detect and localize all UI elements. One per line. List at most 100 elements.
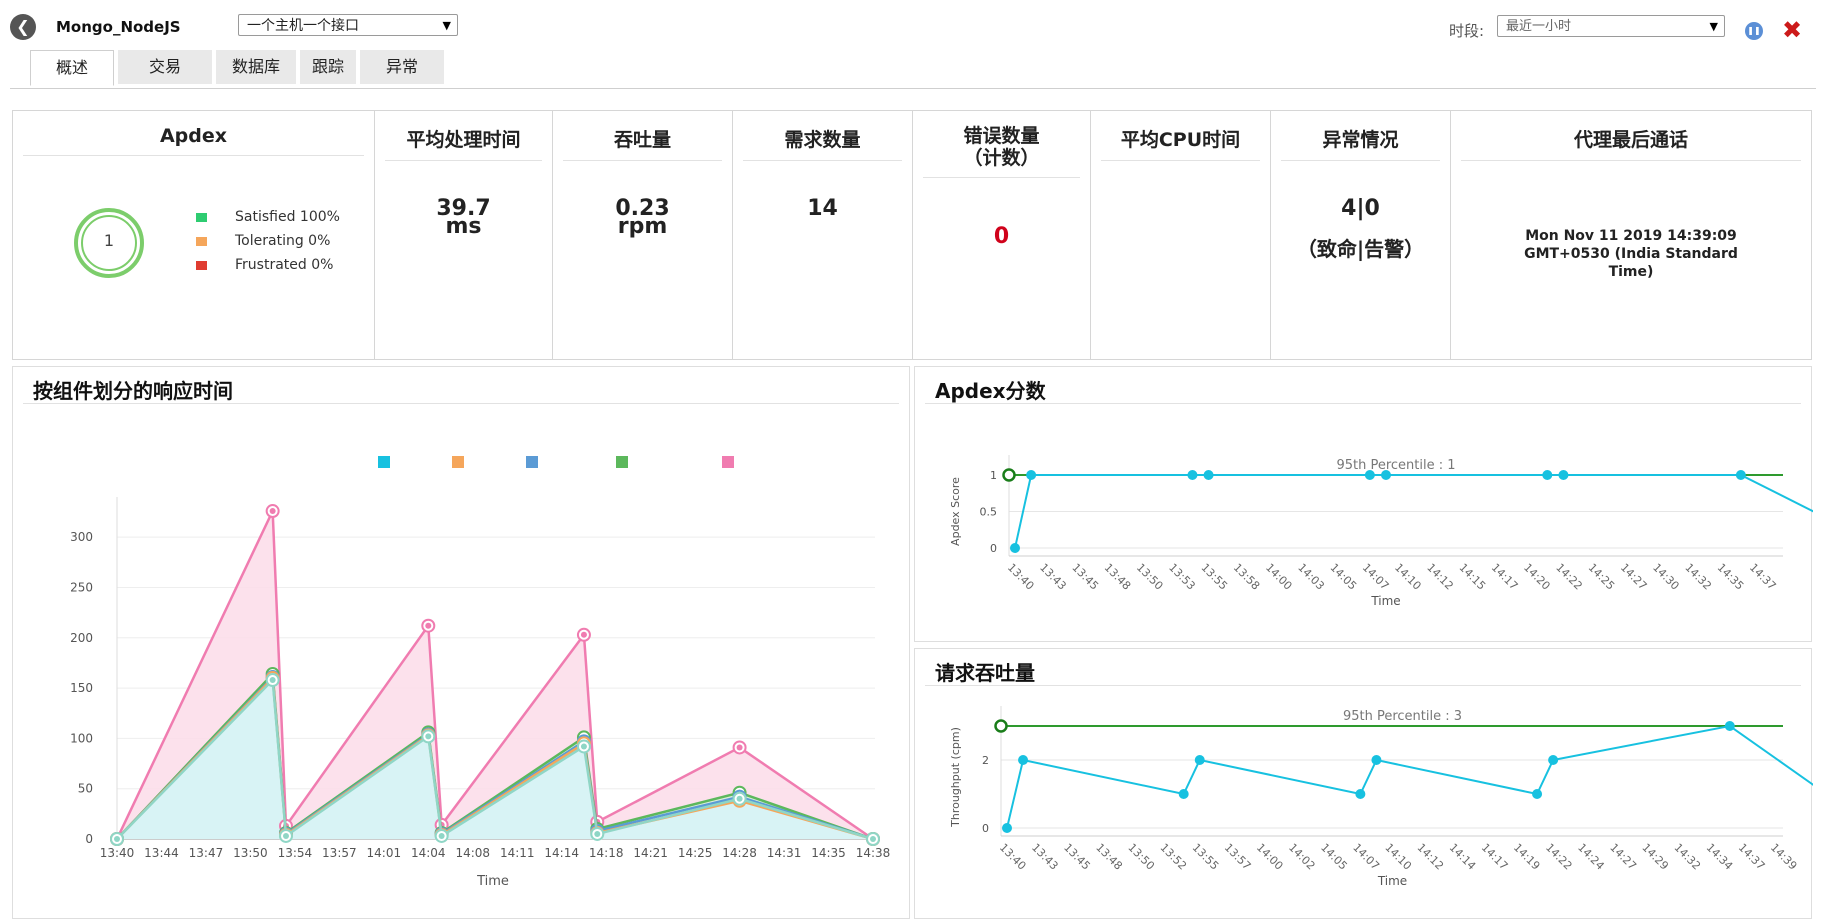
data-point-center: [438, 832, 445, 839]
percentile-label: 95th Percentile : 1: [1336, 458, 1455, 473]
x-tick-label: 13:40: [100, 846, 135, 860]
x-tick-label: 14:28: [722, 846, 757, 860]
exceptions-title: 异常情况: [1281, 125, 1440, 161]
data-point[interactable]: [1381, 470, 1391, 480]
x-tick-label: 14:35: [811, 846, 846, 860]
x-tick-label: 13:45: [1061, 841, 1093, 873]
x-tick-label: 14:18: [589, 846, 624, 860]
data-point[interactable]: [1178, 789, 1189, 799]
data-point-center: [580, 743, 587, 750]
data-point[interactable]: [1002, 823, 1012, 833]
throughput-unit: rpm: [617, 214, 668, 239]
legend-swatch[interactable]: [452, 456, 464, 468]
data-point-center: [269, 508, 276, 515]
x-tick-label: 14:32: [1672, 841, 1704, 873]
errors-value: 0: [993, 224, 1010, 249]
response-time-panel: 按组件划分的响应时间 0 50 100 150 200 250 300 13:40 13:44 1…: [12, 366, 910, 919]
data-point[interactable]: [1194, 755, 1205, 765]
y-tick-label: 300: [70, 530, 93, 544]
back-button[interactable]: ❮: [10, 14, 36, 40]
data-point-center: [282, 832, 289, 839]
tab-exceptions[interactable]: 异常: [360, 50, 444, 84]
x-tick-label: 14:38: [856, 846, 891, 860]
agent-line1: Mon Nov 11 2019 14:39:09: [1525, 228, 1737, 244]
data-point[interactable]: [1018, 755, 1029, 765]
series-line: [1014, 474, 1813, 549]
data-point[interactable]: [1735, 470, 1746, 480]
data-point[interactable]: [1532, 789, 1543, 799]
legend-swatch[interactable]: [616, 456, 628, 468]
requests-cell: 需求数量 14: [733, 111, 913, 359]
data-point[interactable]: [1203, 470, 1214, 480]
x-tick-label: 13:57: [1222, 841, 1254, 873]
x-tick-label: 14:25: [1586, 561, 1618, 593]
x-tick-label: 14:08: [455, 846, 490, 860]
x-tick-label: 14:17: [1479, 841, 1511, 873]
x-tick-label: 13:58: [1231, 561, 1263, 593]
response-time-chart[interactable]: 0 50 100 150 200 250 300 13:40 13:44 13:47 13:50 13…: [13, 367, 911, 920]
x-tick-label: 13:48: [1102, 561, 1134, 593]
avg-time-title: 平均处理时间: [385, 125, 542, 161]
x-tick-label: 14:03: [1295, 561, 1327, 593]
agent-last-contact: Mon Nov 11 2019 14:39:09 GMT+0530 (India…: [1451, 227, 1811, 281]
percentile-label: 95th Percentile : 3: [1343, 709, 1462, 724]
y-tick-label: 200: [70, 631, 93, 645]
data-point[interactable]: [1542, 470, 1553, 480]
x-tick-label: 14:10: [1382, 841, 1414, 873]
data-point[interactable]: [1371, 755, 1382, 765]
tab-database[interactable]: 数据库: [216, 50, 296, 84]
apdex-legend-tolerating: Tolerating 0%: [196, 233, 330, 249]
data-point[interactable]: [1364, 470, 1375, 480]
cpu-cell: 平均CPU时间: [1091, 111, 1271, 359]
y-tick-label: 250: [70, 580, 93, 594]
tab-overview[interactable]: 概述: [30, 50, 114, 86]
data-point[interactable]: [1026, 470, 1037, 480]
legend-swatch[interactable]: [378, 456, 390, 468]
data-point[interactable]: [1010, 543, 1020, 553]
x-tick-label: 13:43: [1037, 561, 1069, 593]
view-select[interactable]: 一个主机一个接口 ▼: [238, 14, 458, 36]
throughput-value: 0.23: [615, 196, 670, 221]
tab-traces[interactable]: 跟踪: [300, 50, 356, 84]
x-tick-label: 14:22: [1543, 841, 1575, 873]
data-point[interactable]: [1724, 721, 1735, 731]
tab-bar: 概述 交易 数据库 跟踪 异常: [10, 50, 1816, 89]
tab-transactions[interactable]: 交易: [118, 50, 212, 84]
x-tick-label: 13:50: [233, 846, 268, 860]
x-axis-title: Time: [1377, 874, 1407, 888]
x-tick-label: 14:27: [1618, 561, 1650, 593]
apdex-chart-title: Apdex分数: [935, 379, 1046, 403]
y-tick-label: 2: [982, 754, 989, 767]
period-select[interactable]: 最近一小时 ▼: [1497, 15, 1725, 37]
apdex-cell: Apdex 1 Satisfied 100% Tolerating 0% Fru…: [13, 111, 375, 359]
data-point[interactable]: [1548, 755, 1559, 765]
x-tick-label: 13:57: [322, 846, 357, 860]
agent-cell: 代理最后通话 Mon Nov 11 2019 14:39:09 GMT+0530…: [1451, 111, 1811, 359]
data-point[interactable]: [1187, 470, 1198, 480]
y-tick-label: 0: [85, 832, 93, 846]
throughput-title: 吞吐量: [563, 125, 722, 161]
legend-swatch[interactable]: [722, 456, 734, 468]
x-tick-label: 13:40: [1005, 561, 1037, 593]
chevron-left-icon: ❮: [16, 17, 30, 36]
data-point-center: [269, 677, 276, 684]
summary-panel: Apdex 1 Satisfied 100% Tolerating 0% Fru…: [12, 110, 1812, 360]
dropdown-arrow-icon: ▼: [1709, 20, 1718, 33]
y-tick-label: 150: [70, 681, 93, 695]
pause-button[interactable]: ❚❚: [1745, 22, 1763, 40]
data-point[interactable]: [1355, 789, 1366, 799]
y-tick-label: 0: [990, 542, 997, 555]
x-tick-label: 14:02: [1286, 841, 1318, 873]
data-point-center: [114, 836, 120, 842]
frustrated-label: Frustrated 0%: [235, 257, 334, 273]
legend-swatch[interactable]: [526, 456, 538, 468]
y-axis-title: Throughput (cpm): [949, 727, 962, 828]
data-point[interactable]: [1558, 470, 1569, 480]
data-point-center: [594, 830, 601, 837]
x-tick-label: 14:39: [1768, 841, 1800, 873]
close-button[interactable]: ✖: [1782, 16, 1802, 44]
exceptions-cell: 异常情况 4|0 （致命|告警）: [1271, 111, 1451, 359]
y-tick-label: 1: [990, 469, 997, 482]
